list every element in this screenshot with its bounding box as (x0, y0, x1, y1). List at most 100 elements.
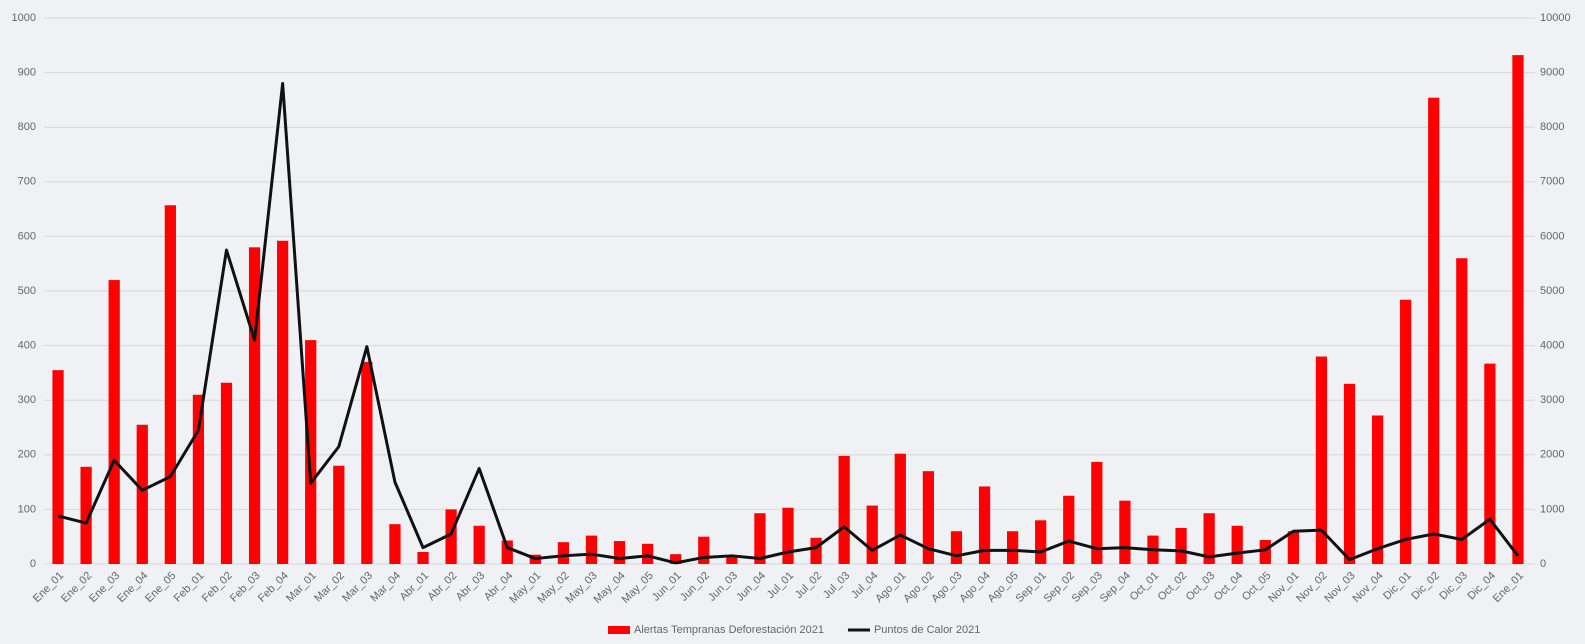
x-tick-label: Abr_03 (454, 570, 488, 604)
x-tick-label: Feb_02 (200, 570, 235, 605)
y2-tick-label: 3000 (1540, 394, 1564, 406)
line (57, 82, 1520, 565)
y2-tick-label: 2000 (1540, 449, 1564, 461)
bar (1259, 539, 1271, 564)
bar (108, 280, 120, 564)
bar (782, 507, 794, 564)
bar (866, 505, 878, 564)
x-tick-label: Feb_03 (228, 570, 263, 605)
x-tick-label: Oct_03 (1184, 570, 1218, 604)
bar (950, 531, 963, 564)
x-tick-label: Jun_02 (678, 570, 712, 604)
y2-tick-label: 9000 (1540, 67, 1564, 79)
y2-tick-label: 4000 (1540, 340, 1564, 352)
y-tick-label: 300 (18, 394, 36, 406)
bar (1343, 383, 1356, 564)
y-tick-label: 900 (18, 67, 36, 79)
legend-swatch (608, 626, 630, 634)
bar (1456, 258, 1468, 564)
bar (726, 556, 738, 564)
x-tick-label: Abr_02 (426, 570, 460, 604)
y2-tick-label: 6000 (1540, 230, 1564, 242)
y-tick-label: 600 (18, 230, 36, 242)
y2-tick-label: 10000 (1540, 12, 1571, 24)
x-tick-label: Jun_01 (650, 570, 684, 604)
legend-label: Puntos de Calor 2021 (874, 624, 980, 636)
x-tick-label: Ene_01 (1491, 570, 1526, 605)
x-tick-label: Mar_03 (340, 570, 375, 605)
y2-tick-label: 7000 (1540, 176, 1564, 188)
legend-label: Alertas Tempranas Deforestación 2021 (634, 624, 824, 636)
y2-tick-label: 5000 (1540, 285, 1564, 297)
bar (838, 455, 850, 564)
bar (1484, 363, 1496, 564)
bar (220, 382, 233, 564)
bar (1371, 415, 1384, 564)
bar (1512, 55, 1524, 565)
y2-tick-label: 0 (1540, 558, 1546, 570)
bar (445, 509, 457, 564)
bar (1091, 461, 1103, 564)
bar (1400, 299, 1412, 564)
x-tick-label: Jul_03 (821, 570, 852, 601)
bar (1175, 527, 1187, 564)
y-tick-label: 700 (18, 176, 36, 188)
bar (501, 540, 513, 564)
x-tick-label: Ene_05 (143, 570, 178, 605)
x-tick-label: Dic_03 (1437, 570, 1470, 603)
x-tick-label: Jun_04 (734, 570, 768, 604)
bar (557, 542, 570, 564)
bar (1063, 495, 1075, 564)
bar (192, 394, 205, 564)
x-tick-label: May_05 (620, 570, 656, 606)
x-tick-label: Abr_01 (398, 570, 432, 604)
bar (164, 205, 176, 564)
bar (333, 465, 345, 564)
y-tick-label: 0 (30, 558, 36, 570)
bar (1428, 97, 1440, 564)
bar (978, 486, 991, 564)
bar (473, 525, 485, 564)
bar (613, 541, 626, 564)
x-tick-label: Mar_02 (312, 570, 347, 605)
bar (1006, 531, 1019, 564)
bar (305, 340, 317, 564)
bar (754, 513, 766, 564)
bar (80, 466, 92, 564)
x-tick-label: Sep_04 (1098, 570, 1133, 605)
bar (670, 554, 682, 564)
bar (1119, 500, 1131, 564)
x-tick-label: Dic_01 (1381, 570, 1414, 603)
x-tick-label: Mar_04 (368, 570, 403, 605)
bar (136, 424, 148, 564)
bar (585, 535, 598, 564)
x-tick-label: Mar_01 (284, 570, 319, 605)
bar (1315, 356, 1328, 564)
bar (277, 240, 289, 564)
bar (642, 543, 654, 564)
y-tick-label: 1000 (12, 12, 36, 24)
y-tick-label: 200 (18, 449, 36, 461)
x-tick-label: Oct_02 (1156, 570, 1190, 604)
y-tick-label: 100 (18, 503, 36, 515)
bar (1231, 525, 1243, 564)
x-tick-label: Feb_01 (172, 570, 207, 605)
bar (698, 536, 710, 564)
bar (1287, 531, 1299, 564)
x-tick-label: Nov_04 (1350, 570, 1385, 605)
bar (417, 551, 429, 564)
y-tick-label: 800 (18, 121, 36, 133)
bar (1203, 513, 1215, 564)
bar (810, 537, 822, 564)
bar (1035, 520, 1047, 564)
bar (361, 361, 373, 564)
y2-tick-label: 8000 (1540, 121, 1564, 133)
x-tick-label: Dic_02 (1409, 570, 1442, 603)
bar (894, 453, 906, 564)
x-tick-label: Jun_03 (706, 570, 740, 604)
x-tick-label: Jul_01 (765, 570, 796, 601)
x-tick-label: Jul_02 (793, 570, 824, 601)
bar (248, 247, 261, 564)
bar (922, 471, 934, 564)
